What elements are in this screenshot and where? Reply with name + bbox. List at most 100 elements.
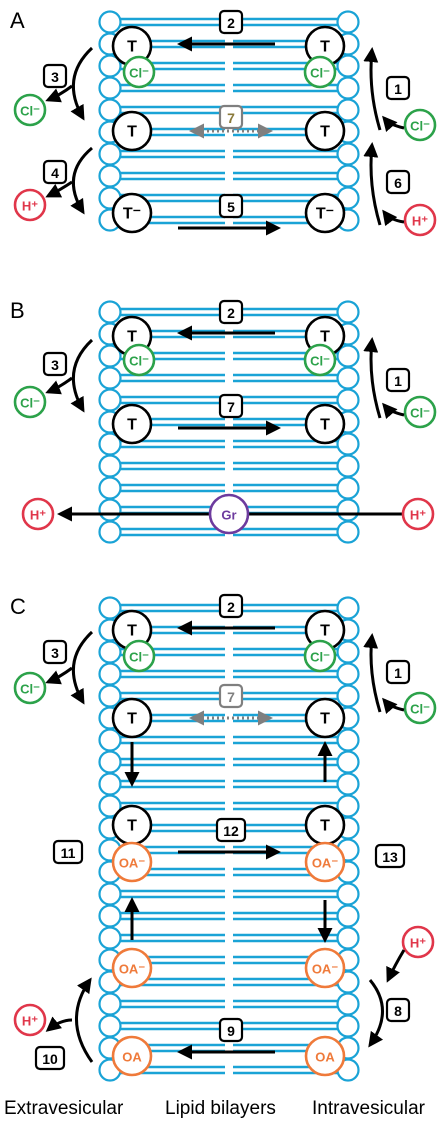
lipid-head [336,300,360,324]
a-chloride-bound-left-label: Cl⁻ [129,66,149,81]
c-step10-box [34,1045,66,1071]
a-step6-number: 6 [394,175,402,191]
transport-diagram: T T Cl⁻ Cl⁻ 2 T T 7 T⁻ T⁻ 5 Cl⁻ 3 H⁺ 4 Cl⁻ 1 H⁺ 6 T T Cl⁻ Cl⁻ 2… [13,9,437,1082]
c-arrow-step10-oa [75,977,94,1063]
lipid-head [336,728,360,752]
c-step9-number: 9 [227,1023,235,1039]
c-oleate-anion-complex-right-circle [304,841,346,883]
c-chloride-released-label: Cl⁻ [20,682,40,697]
c-transporter-top-right-label: T [320,623,330,640]
b-arrow-step1 [363,337,382,419]
lipid-head [336,76,360,100]
b-transporter-bottom-right [304,403,346,445]
lipid-head [98,640,122,664]
c-step12-box [215,817,247,843]
lipid-head [98,76,122,100]
footer-extravesicular: Extravesicular [4,1098,124,1119]
c-oleate-anion-left-circle [111,947,153,989]
lipid-head [98,388,122,412]
a-transporter-mid-left-label: T [127,124,137,141]
c-oleic-acid-left-circle [111,1035,153,1077]
a-chloride-bound-right-label: Cl⁻ [310,66,330,81]
b-arrow-step1-cl [382,402,405,419]
c-transporter-complex-left-label: T [127,818,137,835]
lipid-head [98,520,122,544]
a-proton-uptake-circle [403,203,437,237]
c-transporter-mid-left [111,697,153,739]
c-arrow-step8 [368,979,384,1048]
a-proton-released-circle [13,188,47,222]
b-chloride-bound-left-label: Cl⁻ [129,354,149,369]
b-transporter-bottom-left-label: T [127,417,137,434]
lipid-head [336,476,360,500]
c-oleic-acid-left-label: OA [122,1050,142,1065]
lipid-head [336,10,360,34]
lipid-head [336,366,360,390]
a-transporter-anion-left [111,192,153,234]
lipid-head [98,926,122,950]
lipid-head [98,750,122,774]
lipid-head [98,772,122,796]
a-step7-number: 7 [227,110,235,126]
a-step1-number: 1 [394,81,402,97]
a-arrow-release-cl [45,84,73,103]
lipid-head [98,596,122,620]
b-arrow-release-t [70,338,94,413]
panel-a-label: A [10,8,25,33]
c-step8-box [385,997,411,1023]
a-transporter-anion-right-label: T⁻ [316,206,334,223]
lipid-head [336,388,360,412]
c-step8-number: 8 [394,1003,402,1019]
c-step11-box [52,839,84,865]
c-step13-box [374,843,406,869]
a-transporter-anion-right [304,192,346,234]
a-transporter-anion-left-label: T⁻ [123,206,141,223]
a-transporter-mid-left [111,110,153,152]
a-chloride-released-circle [13,93,47,127]
a-transporter-top-right-label: T [320,39,330,56]
a-step5-box [218,193,244,219]
c-oleate-anion-right-label: OA⁻ [312,962,339,977]
c-arrow-release-t [70,630,94,705]
b-chloride-bound-left-circle [122,343,156,377]
b-proton-in-label: H⁺ [410,508,426,523]
lipid-head [336,1014,360,1038]
c-step11-number: 11 [61,845,76,861]
a-transporter-top-left-label: T [127,39,137,56]
lipid-head [336,596,360,620]
a-proton-released-label: H⁺ [22,199,38,214]
c-step2-number: 2 [227,599,235,615]
b-transporter-top-right-label: T [320,329,330,346]
a-chloride-bound-right-circle [303,55,337,89]
c-step3-box [42,639,68,665]
c-arrow-step1-cl [382,697,405,714]
lipid-head [98,164,122,188]
b-transporter-bottom-left [111,403,153,445]
footer-intravesicular: Intravesicular [312,1098,425,1119]
c-transporter-mid-left-label: T [127,711,137,728]
c-chloride-bound-left-label: Cl⁻ [129,650,149,665]
c-step7-number: 7 [227,689,235,705]
panel-b-label: B [10,298,25,323]
c-oleate-anion-complex-left-circle [111,841,153,883]
c-chloride-uptake-circle [403,691,437,725]
b-transporter-top-left-label: T [127,329,137,346]
lipid-head [98,882,122,906]
a-step5-number: 5 [227,199,235,215]
a-chloride-uptake-circle [403,108,437,142]
lipid-head [336,926,360,950]
lipid-head [98,10,122,34]
lipid-head [98,476,122,500]
a-step7-box [218,104,244,130]
a-arrow-release-t [70,46,94,121]
c-proton-uptake-label: H⁺ [410,936,426,951]
c-step1-box [385,659,411,685]
b-step2-number: 2 [227,305,235,321]
b-chloride-released-label: Cl⁻ [20,396,40,411]
lipid-head [98,454,122,478]
c-step1-number: 1 [394,665,402,681]
lipid-head [98,1014,122,1038]
b-step1-box [385,367,411,393]
b-chloride-released-circle [13,385,47,419]
c-step2-box [218,593,244,619]
